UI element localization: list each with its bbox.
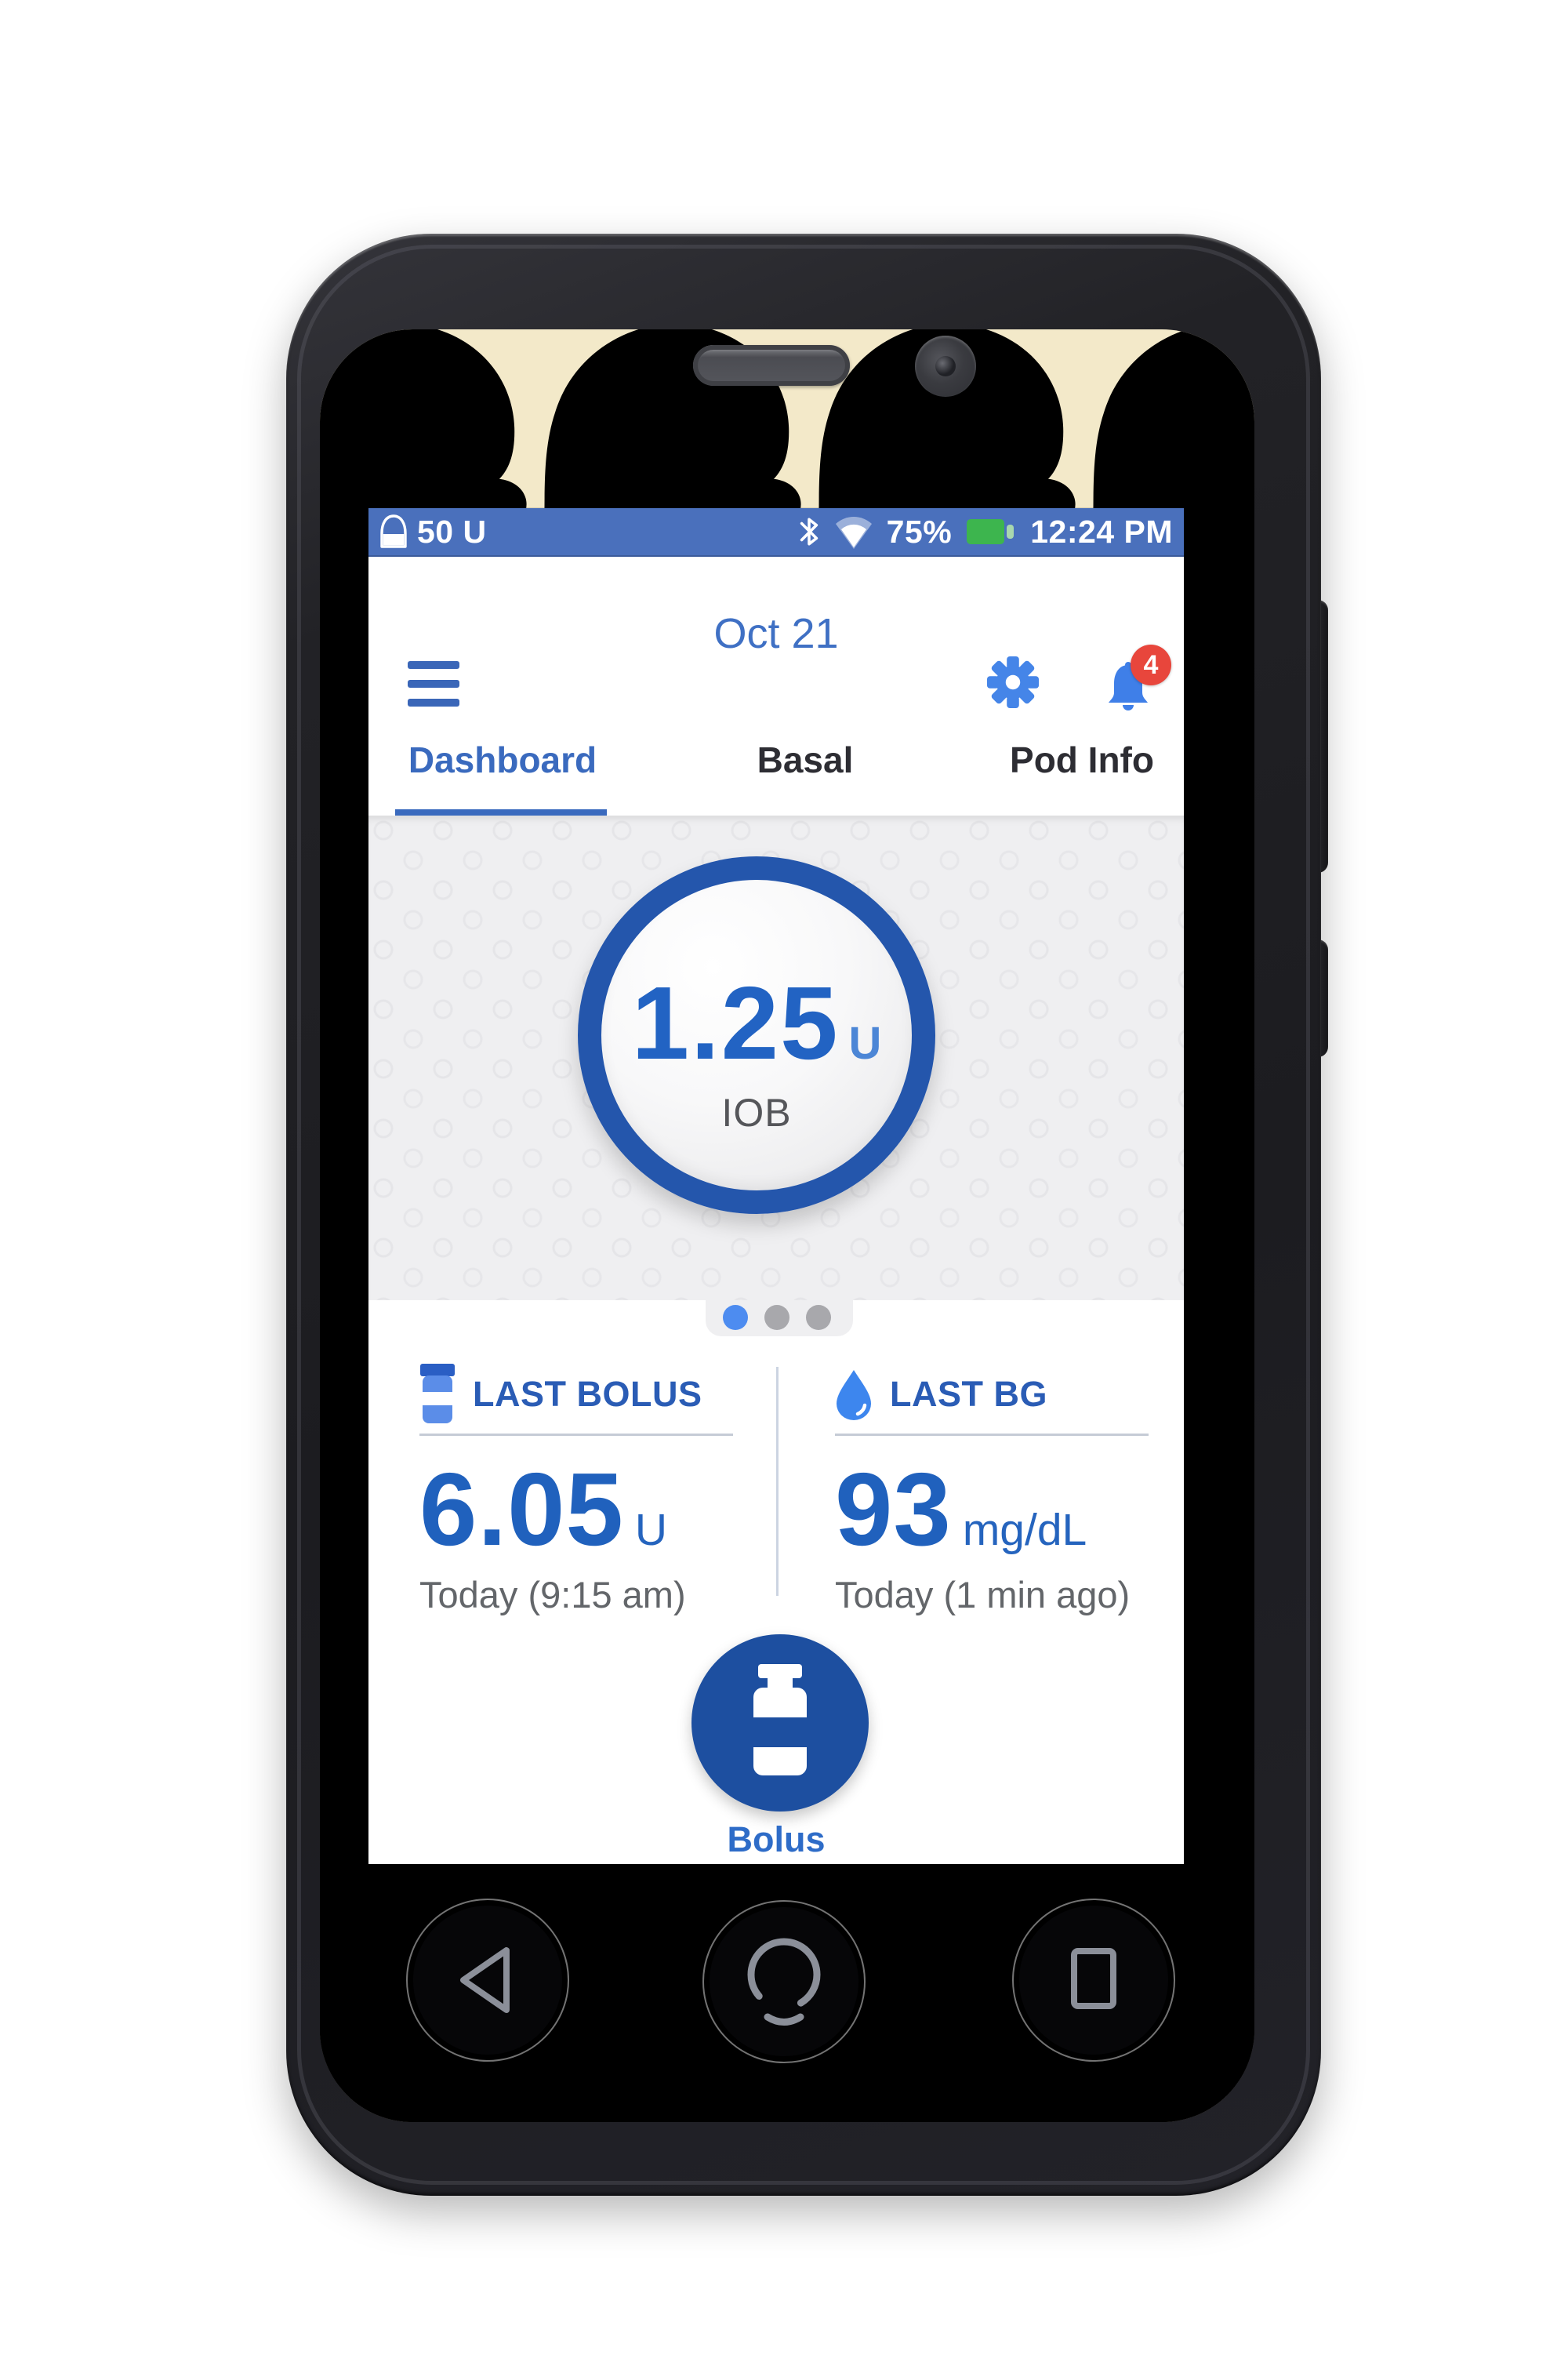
menu-hamburger-icon[interactable] bbox=[408, 661, 459, 707]
iob-value: 1.25 bbox=[631, 965, 840, 1081]
reservoir-units: 50 U bbox=[417, 513, 487, 550]
front-camera bbox=[915, 336, 976, 397]
panel-divider bbox=[835, 1434, 1149, 1436]
blood-drop-icon bbox=[837, 1370, 871, 1420]
last-bolus-label: LAST BOLUS bbox=[473, 1374, 702, 1414]
battery-percent: 75% bbox=[886, 513, 953, 550]
insulin-vial-icon bbox=[420, 1364, 455, 1423]
battery-icon bbox=[967, 519, 1014, 544]
last-bolus-unit: U bbox=[634, 1505, 668, 1555]
recents-square-icon bbox=[1071, 1948, 1116, 2009]
bolus-button-label: Bolus bbox=[727, 1819, 826, 1859]
tab-dashboard[interactable]: Dashboard bbox=[408, 740, 597, 780]
panels-vertical-divider bbox=[776, 1367, 779, 1596]
back-triangle-icon bbox=[460, 1947, 510, 2013]
last-bolus-panel: LAST BOLUS 6.05 U Today (9:15 am) bbox=[419, 1355, 733, 1616]
carousel-dot-1-active[interactable] bbox=[723, 1305, 748, 1330]
active-tab-indicator bbox=[395, 809, 607, 816]
status-bar: 50 U 75% 12:24 PM bbox=[368, 508, 1184, 557]
iob-unit: U bbox=[848, 1017, 882, 1069]
carousel-dots bbox=[706, 1300, 853, 1336]
nav-recents-button[interactable] bbox=[1012, 1899, 1175, 2062]
earpiece-speaker bbox=[693, 345, 850, 386]
nav-back-button[interactable] bbox=[406, 1899, 569, 2062]
home-circle-icon bbox=[747, 1938, 821, 2026]
app-header: Oct 21 4 bbox=[368, 557, 1184, 712]
last-bg-timestamp: Today (1 min ago) bbox=[835, 1574, 1131, 1615]
carousel-dot-3[interactable] bbox=[806, 1305, 831, 1330]
header-date: Oct 21 bbox=[713, 610, 839, 657]
carousel-dot-2[interactable] bbox=[764, 1305, 789, 1330]
bolus-vial-icon bbox=[753, 1664, 807, 1775]
last-bolus-value: 6.05 bbox=[419, 1452, 624, 1567]
last-bolus-timestamp: Today (9:15 am) bbox=[419, 1574, 686, 1615]
wifi-icon bbox=[835, 517, 872, 549]
last-bg-panel: LAST BG 93 mg/dL Today (1 min ago) bbox=[835, 1355, 1149, 1616]
panel-divider bbox=[419, 1434, 733, 1436]
bluetooth-icon bbox=[800, 518, 818, 546]
clock-time: 12:24 PM bbox=[1030, 513, 1173, 550]
iob-label: IOB bbox=[721, 1090, 792, 1135]
iob-gauge: 1.25 U IOB bbox=[578, 856, 935, 1214]
last-bg-value: 93 bbox=[835, 1452, 952, 1567]
nav-home-button[interactable] bbox=[702, 1900, 866, 2063]
bolus-button[interactable] bbox=[691, 1634, 869, 1812]
tab-basal[interactable]: Basal bbox=[757, 740, 854, 780]
notification-count-badge: 4 bbox=[1131, 645, 1171, 685]
app-screen: 50 U 75% 12:24 PM Oct 21 bbox=[368, 508, 1184, 1864]
settings-gear-icon[interactable] bbox=[985, 655, 1040, 710]
tab-pod-info[interactable]: Pod Info bbox=[1010, 740, 1154, 780]
last-bg-label: LAST BG bbox=[890, 1374, 1047, 1414]
last-bg-unit: mg/dL bbox=[962, 1505, 1087, 1555]
tab-bar: Dashboard Basal Pod Info bbox=[368, 710, 1184, 816]
pod-reservoir-icon bbox=[380, 514, 407, 548]
